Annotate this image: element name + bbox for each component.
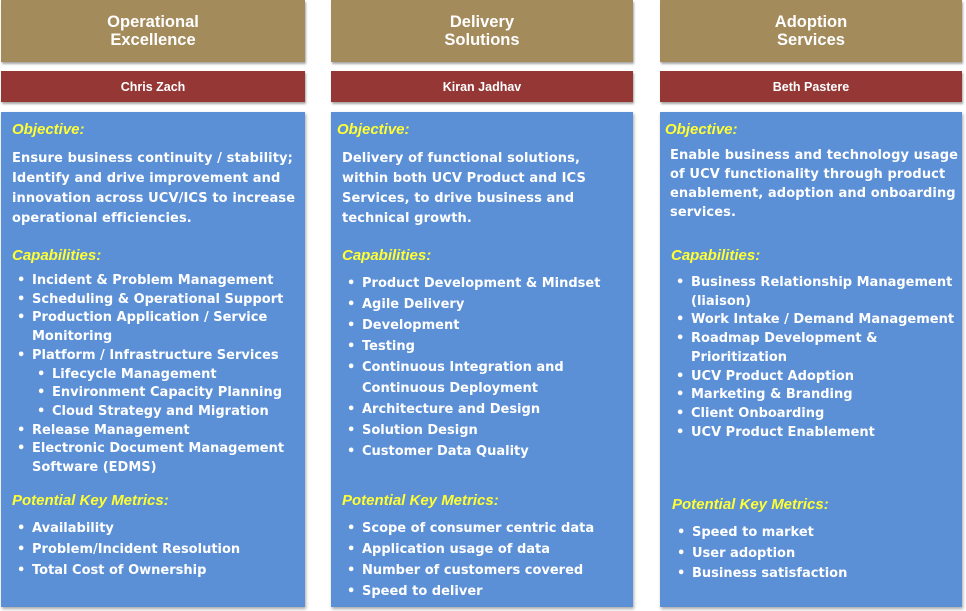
list-item: Work Intake / Demand Management: [671, 311, 962, 330]
column-delivery-solutions: Delivery Solutions Kiran Jadhav Objectiv…: [331, 0, 633, 607]
capabilities-list: Incident & Problem Management Scheduling…: [12, 272, 302, 478]
list-item: Agile Delivery: [342, 294, 630, 315]
list-item: Speed to deliver: [342, 581, 630, 602]
column-lead-name: Kiran Jadhav: [331, 71, 633, 102]
column-lead-name: Chris Zach: [1, 71, 305, 102]
metrics-label: Potential Key Metrics:: [672, 496, 829, 513]
list-item: Business satisfaction: [672, 564, 960, 585]
list-item: Client Onboarding: [671, 405, 962, 424]
list-item: UCV Product Enablement: [671, 424, 962, 443]
list-item: Scheduling & Operational Support: [12, 291, 302, 310]
list-item: Speed to market: [672, 523, 960, 544]
list-item: Development: [342, 315, 630, 336]
objective-text: Delivery of functional solutions, within…: [342, 151, 586, 226]
list-item: Problem/Incident Resolution: [12, 539, 302, 560]
list-item: Availability: [12, 518, 302, 539]
column-panel: Objective: Delivery of functional soluti…: [331, 112, 633, 607]
list-item: Platform / Infrastructure Services: [12, 347, 302, 366]
metrics-label: Potential Key Metrics:: [342, 492, 499, 509]
column-panel: Objective: Ensure business continuity / …: [1, 112, 305, 607]
list-item: Scope of consumer centric data: [342, 518, 630, 539]
capabilities-label: Capabilities:: [342, 247, 432, 264]
list-item: Electronic Document Management Software …: [12, 440, 302, 477]
column-header: Operational Excellence: [1, 0, 305, 62]
objective-label: Objective:: [12, 121, 85, 138]
capabilities-label: Capabilities:: [12, 247, 102, 264]
objective-label: Objective:: [337, 121, 410, 138]
list-item: Solution Design: [342, 420, 630, 441]
column-header: Adoption Services: [660, 0, 962, 62]
list-item: Release Management: [12, 422, 302, 441]
column-lead-name: Beth Pastere: [660, 71, 962, 102]
list-item: User adoption: [672, 544, 960, 565]
objective-label: Objective:: [665, 121, 738, 138]
metrics-list: Scope of consumer centric data Applicati…: [342, 518, 630, 602]
metrics-list: Availability Problem/Incident Resolution…: [12, 518, 302, 581]
list-item: Lifecycle Management: [12, 366, 302, 385]
list-item: Environment Capacity Planning: [12, 384, 302, 403]
list-item: Architecture and Design: [342, 399, 630, 420]
list-item: Customer Data Quality: [342, 441, 630, 462]
list-item: Continuous Integration and Continuous De…: [342, 357, 630, 399]
objective-text: Enable business and technology usage of …: [670, 148, 959, 220]
column-adoption-services: Adoption Services Beth Pastere Objective…: [660, 0, 962, 607]
list-item: Roadmap Development & Prioritization: [671, 330, 962, 367]
column-panel: Objective: Enable business and technolog…: [660, 112, 962, 607]
list-item: Incident & Problem Management: [12, 272, 302, 291]
list-item: Business Relationship Management (liaiso…: [671, 274, 962, 311]
column-operational-excellence: Operational Excellence Chris Zach Object…: [1, 0, 305, 607]
capabilities-label: Capabilities:: [671, 247, 761, 264]
capabilities-list: Product Development & Mindset Agile Deli…: [342, 273, 630, 462]
list-item: Number of customers covered: [342, 560, 630, 581]
list-item: Product Development & Mindset: [342, 273, 630, 294]
list-item: Cloud Strategy and Migration: [12, 403, 302, 422]
column-header: Delivery Solutions: [331, 0, 633, 62]
list-item: Marketing & Branding: [671, 386, 962, 405]
list-item: Testing: [342, 336, 630, 357]
list-item: Production Application / Service Monitor…: [12, 309, 302, 346]
capabilities-list: Business Relationship Management (liaiso…: [671, 274, 962, 442]
metrics-label: Potential Key Metrics:: [12, 492, 169, 509]
metrics-list: Speed to market User adoption Business s…: [672, 523, 960, 585]
objective-text: Ensure business continuity / stability; …: [12, 151, 296, 226]
list-item: Total Cost of Ownership: [12, 560, 302, 581]
list-item: Application usage of data: [342, 539, 630, 560]
list-item: UCV Product Adoption: [671, 368, 962, 387]
